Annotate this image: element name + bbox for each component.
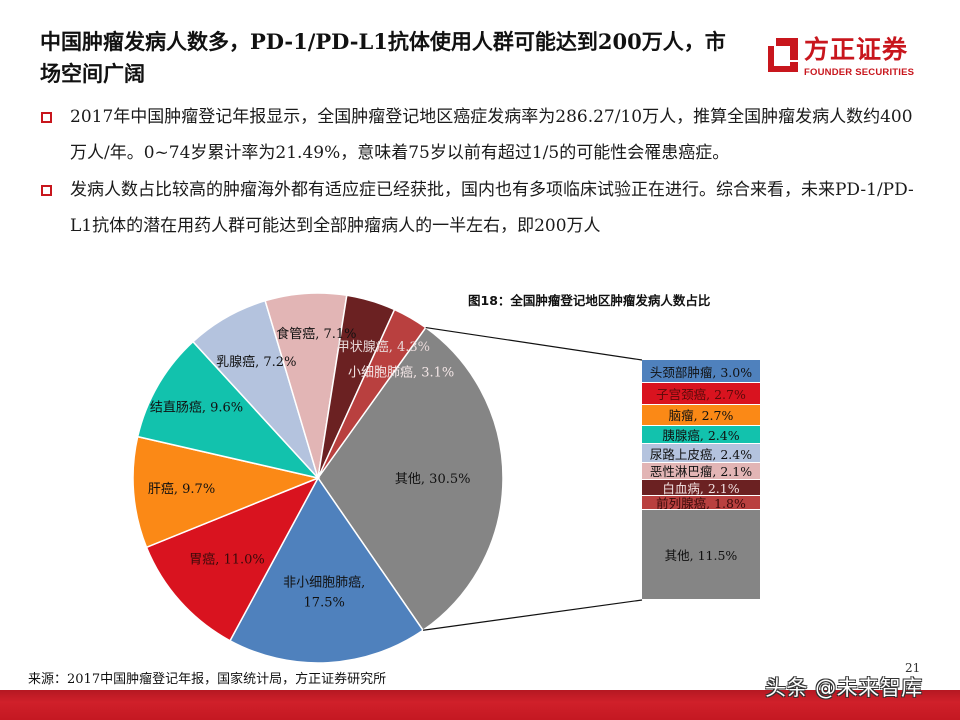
pie-slice-label: 乳腺癌, 7.2% — [216, 354, 296, 370]
pie-slice-label: 其他, 30.5% — [395, 472, 471, 487]
pie-slice — [317, 308, 427, 479]
bullet-list: 2017年中国肿瘤登记年报显示，全国肿瘤登记地区癌症发病率为286.27/10万… — [38, 100, 928, 246]
bar-segment: 胰腺癌, 2.4% — [642, 425, 760, 445]
pie-slice-label: 非小细胞肺癌, 17.5% — [283, 575, 365, 611]
footer-band — [0, 690, 960, 720]
pie-slice — [145, 476, 320, 642]
pie-slice-label: 结直肠癌, 9.6% — [150, 399, 243, 415]
pie-slice — [228, 476, 425, 664]
bar-segment: 头颈部肿瘤, 3.0% — [642, 360, 760, 384]
bullet-item: 发病人数占比较高的肿瘤海外都有适应症已经获批，国内也有多项临床试验正在进行。综合… — [38, 173, 928, 244]
bullet-item: 2017年中国肿瘤登记年报显示，全国肿瘤登记地区癌症发病率为286.27/10万… — [38, 100, 928, 171]
figure-title: 图18：全国肿瘤登记地区肿瘤发病人数占比 — [468, 293, 711, 308]
connector-line — [422, 599, 643, 631]
bar-segment: 子宫颈癌, 2.7% — [642, 383, 760, 405]
logo-english-name: FOUNDER SECURITIES — [804, 67, 915, 78]
slide-title: 中国肿瘤发病人数多，PD-1/PD-L1抗体使用人群可能达到200万人，市场空间… — [40, 29, 726, 86]
bar-segment: 其他, 11.5% — [642, 510, 760, 600]
square-bullet-icon — [41, 185, 52, 196]
bar-segment: 恶性淋巴瘤, 2.1% — [642, 463, 760, 480]
page-number: 21 — [905, 661, 921, 675]
pie-slice-label: 小细胞肺癌, 3.1% — [348, 364, 454, 380]
connector-line — [425, 326, 643, 361]
bar-segment: 脑瘤, 2.7% — [642, 404, 760, 426]
pie-slice-label: 食管癌, 7.1% — [276, 326, 356, 342]
pie-slice-label: 胃癌, 11.0% — [189, 551, 265, 567]
logo-mark-icon — [768, 38, 798, 72]
logo-chinese-name: 方正证券 — [804, 35, 909, 64]
pie-slice-label: 甲状腺癌, 4.3% — [337, 339, 430, 355]
pie-slice — [136, 340, 321, 480]
pie-slice — [132, 435, 321, 549]
pie-slice — [317, 326, 504, 632]
bar-segment: 尿路上皮癌, 2.4% — [642, 444, 760, 464]
other-breakdown-stacked-bar: 头颈部肿瘤, 3.0% 子宫颈癌, 2.7% 脑瘤, 2.7% 胰腺癌, 2.4% 尿路… — [642, 360, 760, 600]
watermark: 头条 @未来智库 — [765, 676, 923, 700]
bullet-text: 发病人数占比较高的肿瘤海外都有适应症已经获批，国内也有多项临床试验正在进行。综合… — [70, 180, 914, 236]
founder-securities-logo: 方正证券 FOUNDER SECURITIES — [768, 34, 948, 84]
bar-segment: 前列腺癌, 1.8% — [642, 495, 760, 510]
bar-segment: 白血病, 2.1% — [642, 479, 760, 496]
bullet-text: 2017年中国肿瘤登记年报显示，全国肿瘤登记地区癌症发病率为286.27/10万… — [70, 107, 913, 163]
pie-slice-label: 肝癌, 9.7% — [148, 481, 215, 497]
square-bullet-icon — [41, 112, 52, 123]
source-note: 来源：2017中国肿瘤登记年报，国家统计局，方正证券研究所 — [28, 672, 387, 687]
